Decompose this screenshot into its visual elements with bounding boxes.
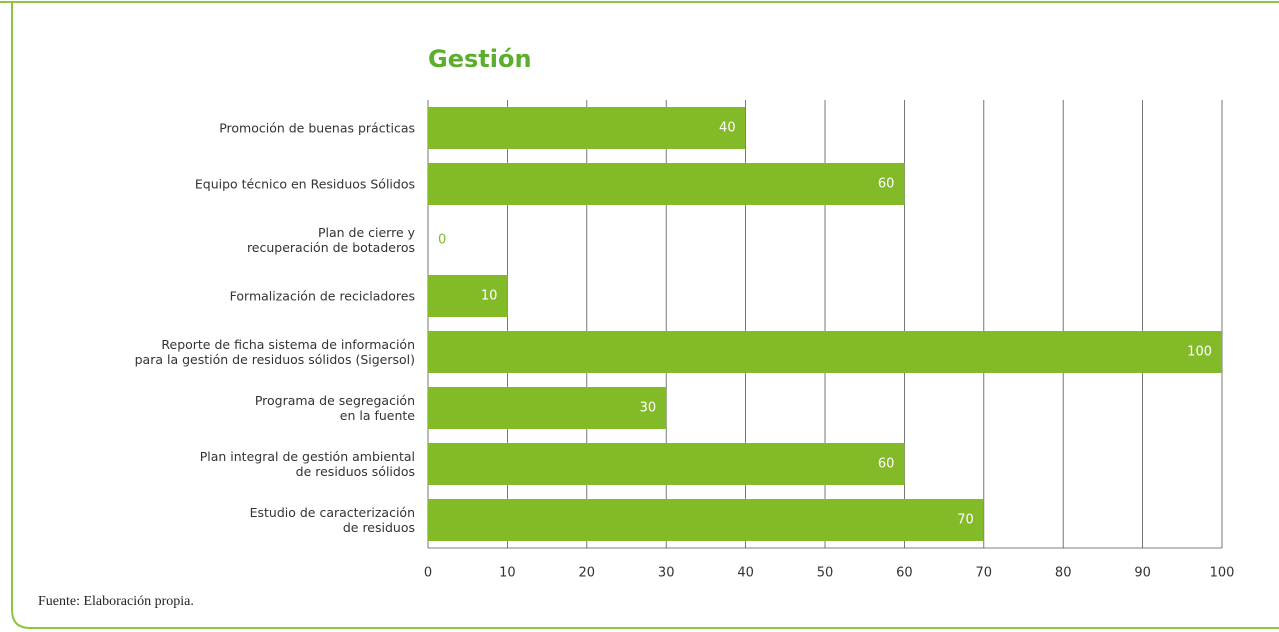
value-label: 0 [438,233,446,248]
x-tick-label: 40 [737,566,754,581]
bar [428,275,508,317]
source-note: Fuente: Elaboración propia. [38,594,194,609]
bar [428,107,746,149]
bar [428,163,905,205]
x-tick-label: 30 [658,566,675,581]
bar [428,331,1222,373]
y-tick-label: Plan integral de gestión ambiental de re… [199,449,415,479]
y-tick-label: Formalización de recicladores [229,288,415,304]
value-label: 70 [957,513,974,528]
value-label: 60 [878,177,895,192]
x-tick-label: 70 [976,566,993,581]
chart-title: Gestión [428,45,532,73]
bar [428,443,905,485]
bar [428,387,667,429]
x-tick-label: 90 [1134,566,1151,581]
y-tick-label: Estudio de caracterización de residuos [249,505,415,535]
y-tick-label: Programa de segregación en la fuente [254,393,415,423]
value-label: 60 [878,457,895,472]
x-tick-label: 100 [1210,566,1235,581]
x-tick-label: 80 [1055,566,1072,581]
value-label: 40 [719,121,736,136]
y-tick-label: Promoción de buenas prácticas [219,120,415,136]
x-tick-label: 20 [579,566,596,581]
x-tick-label: 0 [424,566,432,581]
x-tick-label: 60 [896,566,913,581]
value-label: 100 [1187,345,1212,360]
value-label: 30 [640,401,657,416]
value-label: 10 [481,289,498,304]
x-tick-label: 50 [817,566,834,581]
y-tick-label: Reporte de ficha sistema de información … [134,337,415,367]
x-tick-label: 10 [499,566,516,581]
y-tick-label: Equipo técnico en Residuos Sólidos [194,176,415,192]
bar [428,499,984,541]
y-tick-label: Plan de cierre y recuperación de botader… [246,225,415,255]
